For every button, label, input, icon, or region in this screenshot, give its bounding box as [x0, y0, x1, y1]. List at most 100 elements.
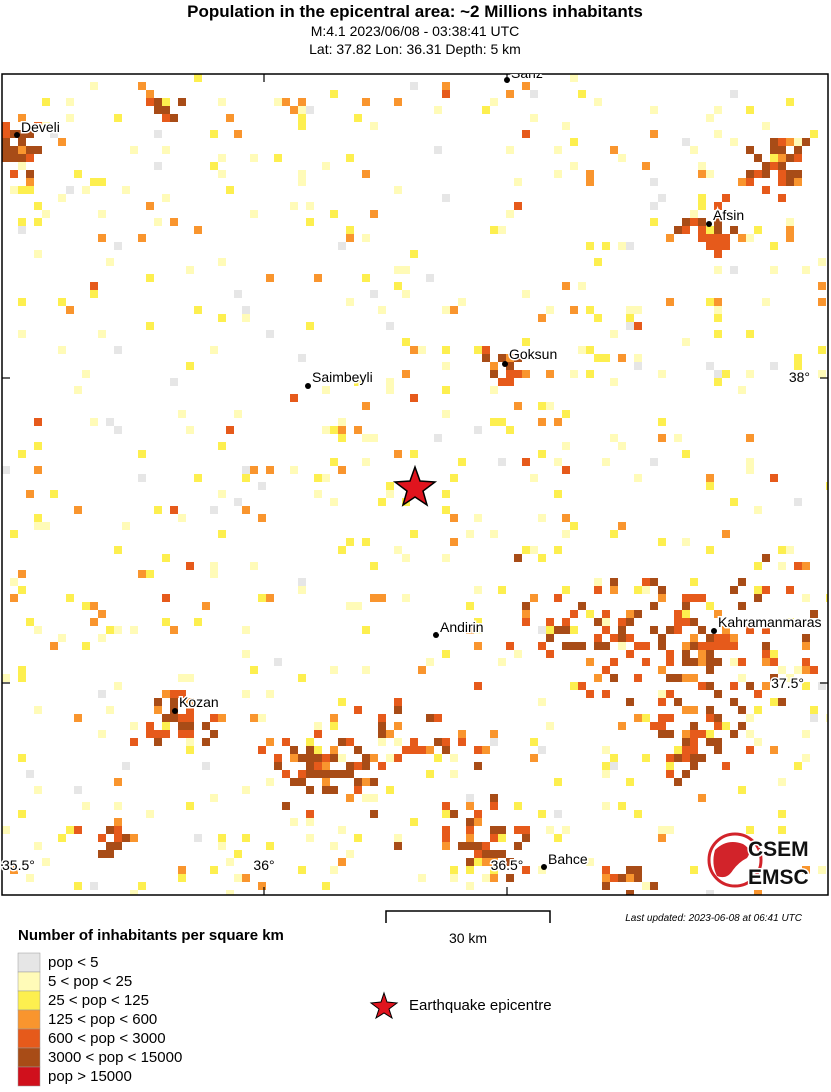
- population-cell: [602, 626, 610, 634]
- population-cell: [170, 690, 178, 698]
- population-cell: [682, 338, 690, 346]
- population-cell: [26, 618, 34, 626]
- population-cell: [586, 346, 594, 354]
- population-cell: [690, 674, 698, 682]
- population-cell: [634, 306, 642, 314]
- population-cell: [762, 170, 770, 178]
- population-cell: [370, 778, 378, 786]
- population-cell: [586, 690, 594, 698]
- population-cell: [410, 394, 418, 402]
- population-cell: [802, 138, 810, 146]
- population-cell: [690, 706, 698, 714]
- population-cell: [170, 626, 178, 634]
- population-cell: [442, 82, 450, 90]
- population-cell: [18, 226, 26, 234]
- population-cell: [746, 682, 754, 690]
- population-cell: [186, 738, 194, 746]
- population-cell: [202, 738, 210, 746]
- population-cell: [490, 386, 498, 394]
- population-cell: [298, 122, 306, 130]
- population-cell: [218, 530, 226, 538]
- population-cell: [178, 674, 186, 682]
- population-cell: [474, 842, 482, 850]
- population-cell: [2, 130, 10, 138]
- population-cell: [554, 418, 562, 426]
- population-cell: [658, 730, 666, 738]
- population-cell: [786, 138, 794, 146]
- population-cell: [618, 354, 626, 362]
- population-cell: [194, 474, 202, 482]
- population-cell: [362, 234, 370, 242]
- population-cell: [802, 730, 810, 738]
- population-cell: [98, 834, 106, 842]
- population-cell: [538, 514, 546, 522]
- population-cell: [682, 642, 690, 650]
- population-cell: [490, 530, 498, 538]
- population-cell: [210, 866, 218, 874]
- population-cell: [330, 90, 338, 98]
- population-cell: [506, 90, 514, 98]
- population-cell: [714, 314, 722, 322]
- population-cell: [442, 810, 450, 818]
- population-cell: [130, 146, 138, 154]
- population-cell: [306, 762, 314, 770]
- population-cell: [482, 346, 490, 354]
- population-cell: [394, 98, 402, 106]
- city-dot: [711, 628, 717, 634]
- population-cell: [146, 570, 154, 578]
- population-cell: [570, 522, 578, 530]
- population-cell: [250, 154, 258, 162]
- population-cell: [690, 722, 698, 730]
- population-cell: [362, 98, 370, 106]
- population-cell: [114, 242, 122, 250]
- population-cell: [178, 690, 186, 698]
- population-cell: [618, 874, 626, 882]
- population-cell: [826, 714, 828, 722]
- population-cell: [658, 826, 666, 834]
- population-cell: [746, 146, 754, 154]
- population-cell: [498, 658, 506, 666]
- population-cell: [402, 338, 410, 346]
- population-cell: [98, 610, 106, 618]
- population-cell: [394, 186, 402, 194]
- population-cell: [370, 122, 378, 130]
- population-cell: [690, 762, 698, 770]
- population-cell: [706, 738, 714, 746]
- population-cell: [522, 618, 530, 626]
- population-cell: [698, 234, 706, 242]
- population-cell: [258, 882, 266, 890]
- population-cell: [474, 682, 482, 690]
- legend-epicentre: Earthquake epicentre: [409, 997, 552, 1014]
- population-cell: [322, 754, 330, 762]
- legend-label: 3000 < pop < 15000: [48, 1049, 182, 1066]
- population-cell: [594, 674, 602, 682]
- population-cell: [74, 386, 82, 394]
- population-cell: [514, 826, 522, 834]
- population-cell: [130, 834, 138, 842]
- population-cell: [706, 298, 714, 306]
- population-cell: [722, 634, 730, 642]
- population-cell: [634, 866, 642, 874]
- population-cell: [578, 642, 586, 650]
- population-cell: [274, 762, 282, 770]
- population-cell: [442, 194, 450, 202]
- population-cell: [666, 762, 674, 770]
- population-cell: [146, 810, 154, 818]
- population-cell: [786, 546, 794, 554]
- logo-text: CSEM: [748, 838, 809, 861]
- population-cell: [386, 378, 394, 386]
- population-cell: [642, 714, 650, 722]
- population-cell: [698, 202, 706, 210]
- population-cell: [346, 602, 354, 610]
- population-cell: [666, 714, 674, 722]
- city-label: Saimbeyli: [312, 369, 373, 385]
- population-cell: [162, 594, 170, 602]
- population-cell: [298, 114, 306, 122]
- population-cell: [682, 226, 690, 234]
- population-cell: [274, 754, 282, 762]
- population-cell: [330, 866, 338, 874]
- population-cell: [530, 90, 538, 98]
- population-cell: [634, 354, 642, 362]
- population-cell: [610, 530, 618, 538]
- population-cell: [602, 458, 610, 466]
